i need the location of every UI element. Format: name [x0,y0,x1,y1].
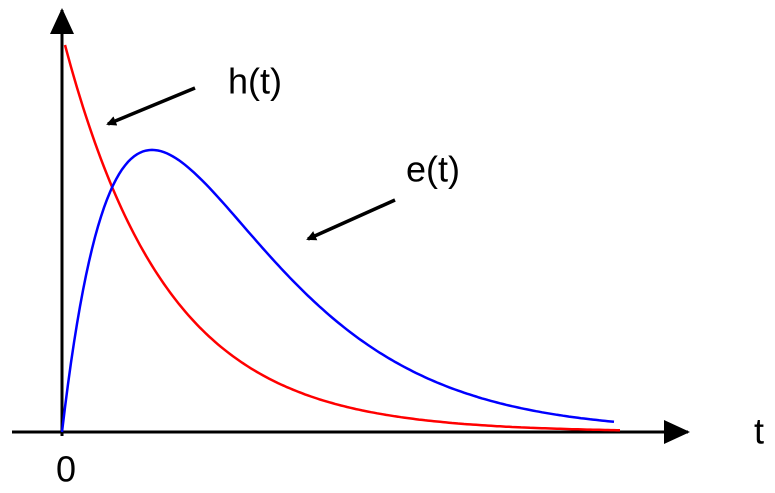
e-label: e(t) [406,149,460,190]
h-label: h(t) [228,61,282,102]
origin-label: 0 [56,449,76,490]
h-arrow [106,86,196,126]
e-arrow [306,198,396,241]
e-curve [60,148,615,433]
t-label: t [754,411,764,452]
h-curve [63,44,620,432]
